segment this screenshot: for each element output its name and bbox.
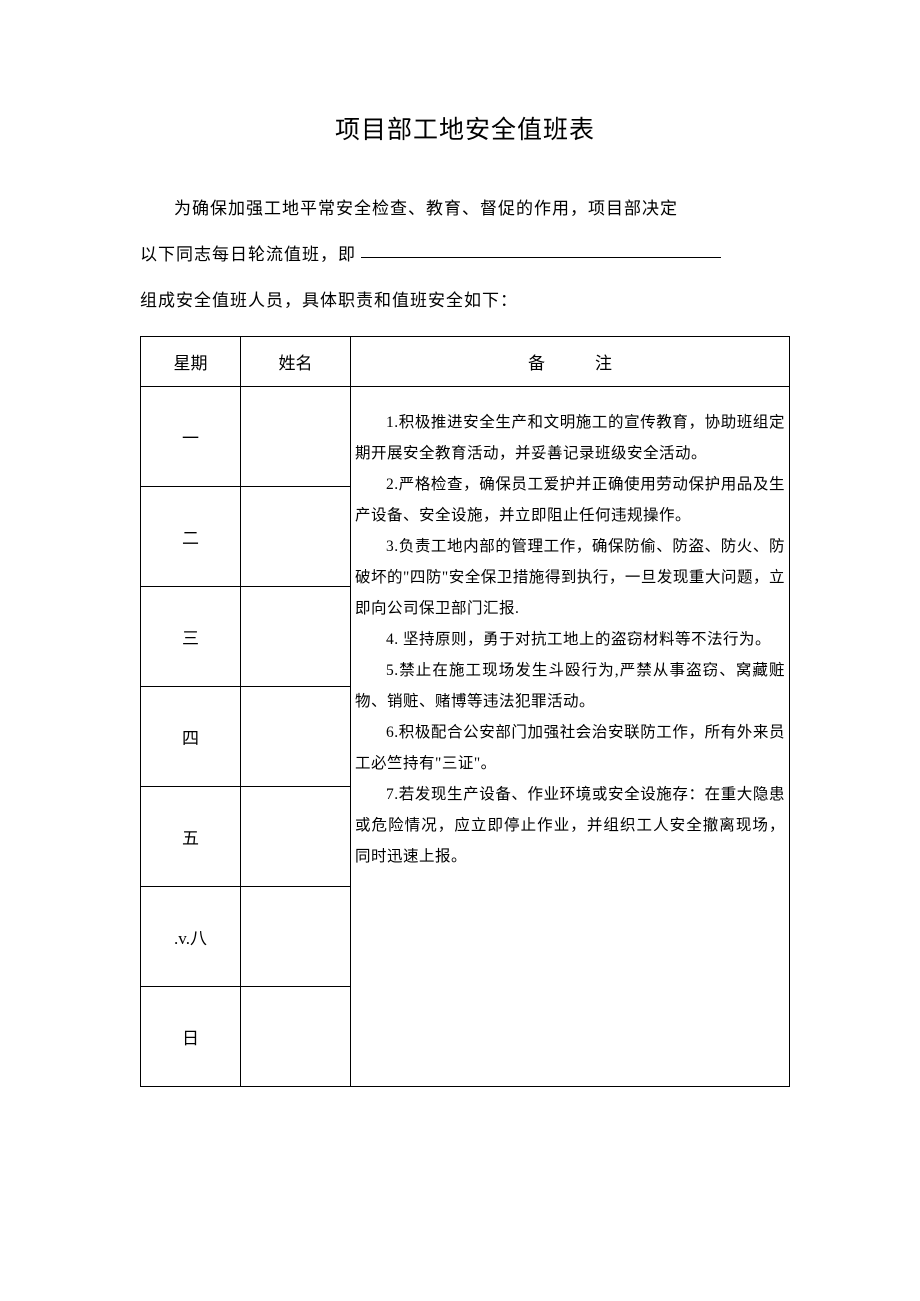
intro-line-3: 组成安全值班人员，具体职责和值班安全如下： <box>140 278 790 324</box>
intro-line-1: 为确保加强工地平常安全检查、教育、督促的作用，项目部决定 <box>140 186 790 232</box>
document-title: 项目部工地安全值班表 <box>140 110 790 146</box>
note-item-6: 6.积极配合公安部门加强社会治安联防工作，所有外来员工必竺持有"三证"。 <box>355 717 785 779</box>
header-name: 姓名 <box>241 336 351 386</box>
name-cell-5 <box>241 786 351 886</box>
intro-line-2-prefix: 以下同志每日轮流值班，即 <box>140 245 361 264</box>
name-cell-1 <box>241 386 351 486</box>
day-cell-6: .v.八 <box>141 886 241 986</box>
day-cell-5: 五 <box>141 786 241 886</box>
note-item-5: 5.禁止在施工现场发生斗殴行为,严禁从事盗窃、窝藏赃物、销赃、赌博等违法犯罪活动… <box>355 655 785 717</box>
name-cell-2 <box>241 486 351 586</box>
note-item-4: 4. 坚持原则，勇于对抗工地上的盗窃材料等不法行为。 <box>355 624 785 655</box>
table-header-row: 星期 姓名 备注 <box>141 336 790 386</box>
note-item-3: 3.负责工地内部的管理工作，确保防偷、防盗、防火、防破坏的"四防"安全保卫措施得… <box>355 531 785 624</box>
day-cell-1: 一 <box>141 386 241 486</box>
name-cell-4 <box>241 686 351 786</box>
day-cell-2: 二 <box>141 486 241 586</box>
intro-line-2: 以下同志每日轮流值班，即 <box>140 232 790 278</box>
name-cell-6 <box>241 886 351 986</box>
duty-schedule-table: 星期 姓名 备注 一 1.积极推进安全生产和文明施工的宣传教育，协助班组定期开展… <box>140 336 790 1087</box>
intro-paragraph: 为确保加强工地平常安全检查、教育、督促的作用，项目部决定 以下同志每日轮流值班，… <box>140 186 790 324</box>
day-cell-7: 日 <box>141 986 241 1086</box>
name-cell-3 <box>241 586 351 686</box>
day-cell-3: 三 <box>141 586 241 686</box>
table-row: 一 1.积极推进安全生产和文明施工的宣传教育，协助班组定期开展安全教育活动，并妥… <box>141 386 790 486</box>
note-item-2: 2.严格检查，确保员工爱护并正确使用劳动保护用品及生产设备、安全设施，并立即阻止… <box>355 469 785 531</box>
day-cell-4: 四 <box>141 686 241 786</box>
header-day: 星期 <box>141 336 241 386</box>
name-cell-7 <box>241 986 351 1086</box>
blank-fill-line <box>361 257 721 258</box>
note-item-1: 1.积极推进安全生产和文明施工的宣传教育，协助班组定期开展安全教育活动，并妥善记… <box>355 407 785 469</box>
header-note: 备注 <box>351 336 790 386</box>
note-item-7: 7.若发现生产设备、作业环境或安全设施存：在重大隐患或危险情况，应立即停止作业，… <box>355 779 785 872</box>
notes-cell: 1.积极推进安全生产和文明施工的宣传教育，协助班组定期开展安全教育活动，并妥善记… <box>351 386 790 1086</box>
